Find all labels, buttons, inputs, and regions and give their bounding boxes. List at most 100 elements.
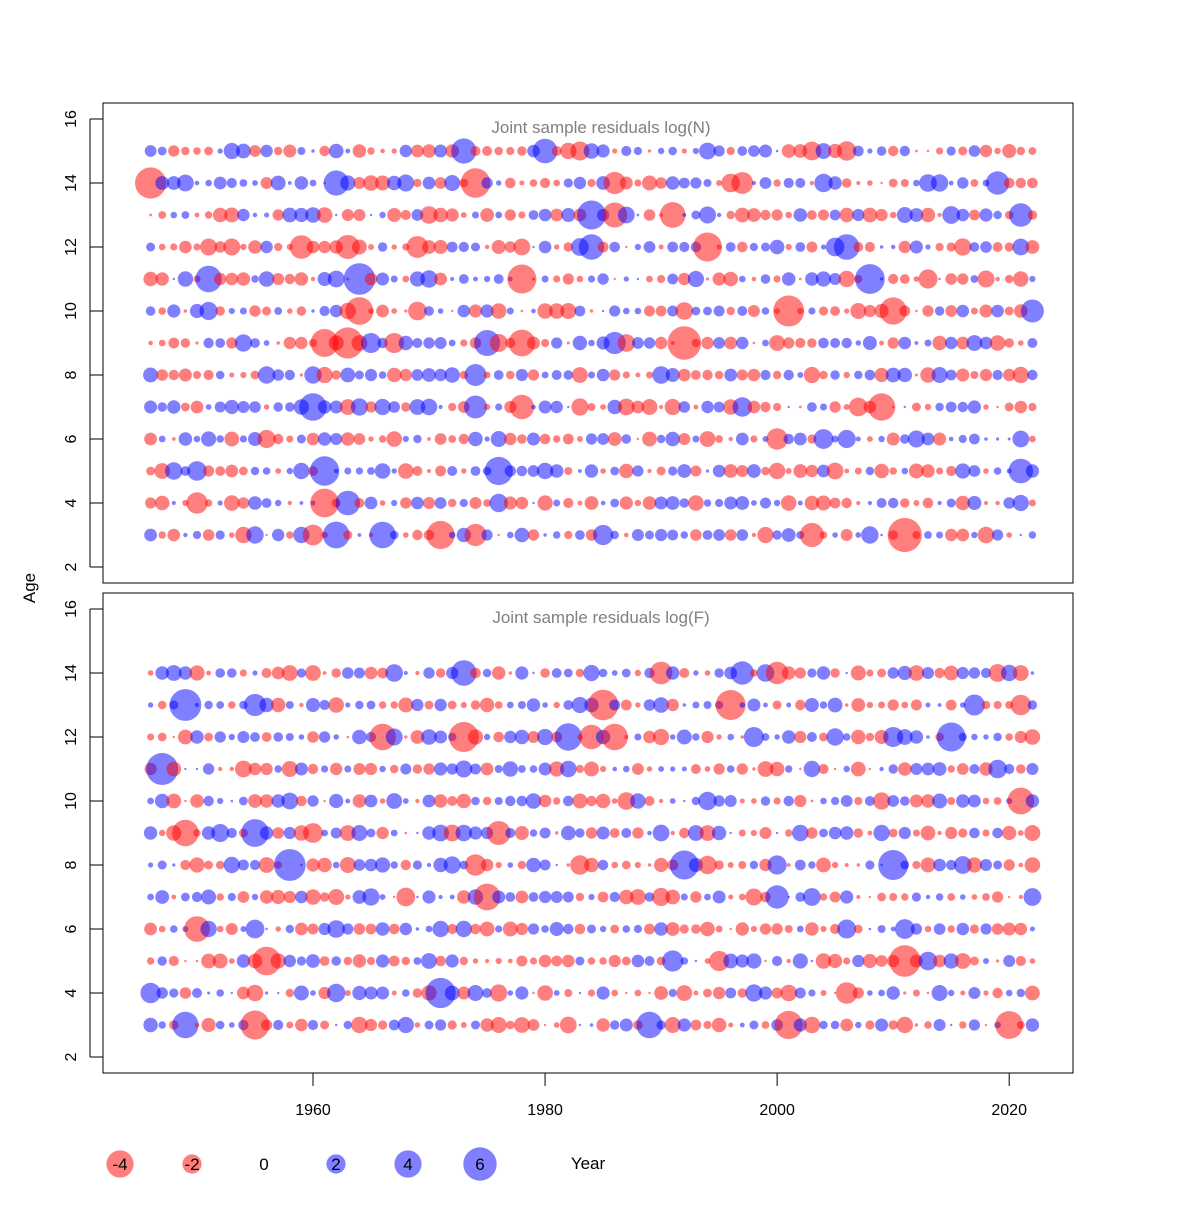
bubble — [868, 895, 872, 899]
bubble — [751, 500, 757, 506]
bubble — [773, 295, 805, 327]
bubble — [669, 734, 676, 740]
bubble — [458, 241, 469, 253]
bubble — [576, 275, 584, 283]
bubble — [515, 890, 529, 904]
bubble — [532, 991, 535, 995]
bubble — [715, 690, 746, 720]
bubble — [216, 435, 224, 443]
bubble — [172, 863, 176, 867]
bubble — [237, 859, 249, 871]
bubble — [792, 824, 809, 842]
bubble — [539, 859, 551, 871]
bubble — [603, 171, 626, 195]
bubble — [509, 394, 535, 420]
bubble — [807, 210, 817, 220]
bubble — [807, 668, 817, 678]
bubble — [538, 208, 552, 222]
bubble — [635, 702, 641, 708]
bubble — [782, 666, 796, 680]
bubble — [143, 1017, 158, 1033]
bubble — [527, 369, 540, 381]
bubble — [856, 181, 861, 185]
bubble — [876, 498, 887, 508]
bubble — [641, 399, 658, 415]
bubble — [181, 146, 190, 156]
bubble — [327, 920, 346, 938]
bubble — [945, 305, 958, 317]
panel-log-n: Joint sample residuals log(N) 2468101214… — [63, 102, 1074, 584]
bubble — [634, 669, 642, 677]
bubble — [705, 277, 710, 281]
bubble — [364, 1018, 378, 1032]
bubble — [443, 856, 461, 874]
bubble — [933, 432, 947, 446]
bubble — [818, 337, 829, 349]
bubble — [432, 920, 449, 938]
bubble — [898, 240, 911, 254]
bubble — [260, 144, 273, 158]
bubble — [687, 270, 705, 288]
bubble — [184, 916, 210, 942]
bubble — [307, 923, 319, 935]
bubble — [448, 435, 457, 443]
bubble — [376, 986, 390, 1000]
bubble — [204, 860, 214, 870]
bubble — [1015, 177, 1026, 189]
bubble — [909, 208, 924, 222]
bubble — [422, 240, 436, 254]
bubble — [295, 890, 308, 904]
bubble — [482, 796, 492, 806]
bubble — [652, 366, 670, 384]
bubble — [619, 463, 634, 479]
bubble — [693, 990, 699, 996]
bubble — [739, 798, 745, 804]
bubble — [819, 1020, 828, 1030]
bubble — [204, 732, 214, 742]
bubble — [827, 697, 843, 713]
bubble — [803, 1016, 821, 1034]
bubble — [936, 722, 966, 752]
bubble — [391, 990, 397, 996]
bubble — [667, 241, 679, 253]
bubble — [829, 273, 842, 285]
bubble — [157, 146, 167, 156]
bubble — [351, 239, 367, 255]
bubble — [840, 890, 854, 904]
bubble — [912, 829, 920, 837]
bubble — [434, 337, 447, 349]
bubble — [677, 1018, 691, 1032]
bubble — [480, 762, 494, 776]
bubble — [505, 795, 516, 807]
bubble — [709, 950, 730, 972]
bubble — [608, 954, 621, 968]
bubble — [284, 369, 295, 381]
bubble — [239, 466, 248, 476]
bubble — [945, 336, 958, 350]
bubble — [214, 272, 227, 286]
bubble — [937, 830, 942, 836]
bubble — [647, 149, 652, 153]
bubble — [296, 795, 307, 807]
bubble — [746, 953, 762, 969]
bubble — [239, 435, 247, 443]
bubble — [240, 1010, 270, 1040]
bubble — [979, 336, 993, 350]
bubble — [271, 889, 286, 905]
bubble — [751, 276, 757, 282]
bubble — [364, 666, 378, 680]
bubble — [398, 335, 413, 351]
bubble — [1025, 794, 1040, 808]
bubble — [699, 431, 716, 447]
bubble — [715, 925, 723, 933]
bubble — [364, 496, 378, 510]
bubble — [624, 735, 629, 739]
bubble — [529, 829, 538, 837]
bubble — [248, 496, 262, 510]
bubble — [438, 404, 443, 410]
bubble — [402, 435, 409, 443]
bubble — [427, 469, 431, 473]
bubble — [867, 436, 873, 442]
bubble — [957, 401, 968, 413]
bubble — [740, 735, 745, 739]
